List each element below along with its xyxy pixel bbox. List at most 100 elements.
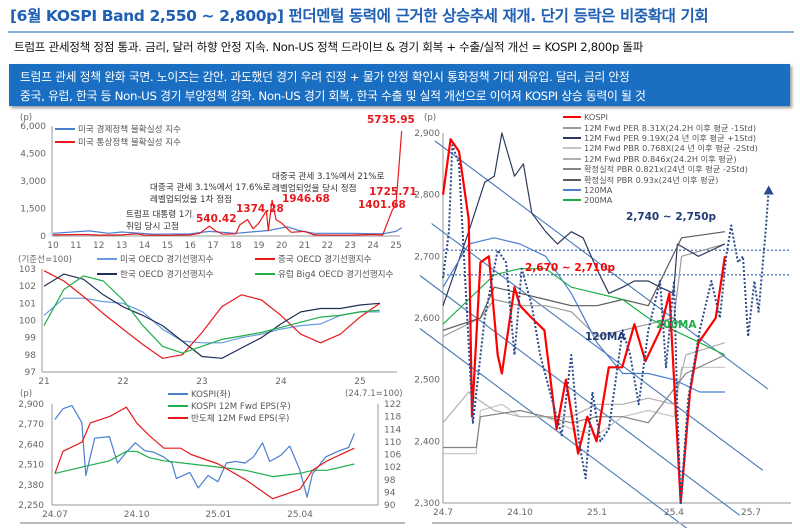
- chart4-unit: (p): [424, 113, 437, 123]
- y-tick-label: 2,770: [18, 420, 44, 430]
- series-line: [43, 273, 380, 359]
- chart1-annotation: 대중국 관세 3.1%에서 21%로 레벨업되었을 당시 정점: [272, 172, 385, 194]
- series-line: [442, 231, 725, 331]
- x-tick-label: 12: [93, 241, 104, 251]
- chart2-legend-item: 중국 OECD 경기선행지수: [255, 253, 372, 265]
- chart4-120ma-label: 120MA: [585, 331, 626, 343]
- y-tick-label: 2,600: [414, 314, 440, 324]
- y-tick-label: 4,500: [20, 150, 46, 160]
- chart4-legend-item: 200MA: [563, 195, 758, 205]
- arrowhead-icon: [763, 185, 774, 195]
- chart1-value-label: 1401.68: [358, 199, 406, 211]
- legend-label: 12M Fwd PBR 0.768X(24 년 이후 평균 -2Std): [584, 143, 758, 154]
- y-tick-label-right: 102: [384, 463, 401, 473]
- chart1-value-label: 1725.71: [369, 186, 417, 198]
- legend-swatch: [563, 188, 581, 191]
- legend-swatch: [563, 116, 581, 119]
- x-tick-label: 25.1: [587, 508, 607, 518]
- x-tick-label: 24.07: [42, 510, 68, 520]
- y-tick-label: 2,800: [414, 191, 440, 201]
- legend-swatch: [563, 126, 581, 129]
- y-tick-label: 101: [19, 299, 36, 309]
- page-title: [6월 KOSPI Band 2,550 ~ 2,800p] 펀더멘털 동력에 …: [10, 7, 709, 25]
- chart4-legend-item: 확정실적 PBR 0.821x(24년 이후 평균 -2Std): [563, 164, 758, 174]
- y-tick-label: 2,900: [414, 129, 440, 139]
- y-tick-label: 99: [25, 334, 37, 344]
- x-tick-label: 14: [139, 241, 151, 251]
- legend-label: 12M Fwd PER 9.19X(24 년 이후 평균 +1Std): [584, 132, 757, 143]
- chart4-legend-item: 12M Fwd PER 9.19X(24 년 이후 평균 +1Std): [563, 133, 758, 143]
- chart3-unit-right: (24.7.1=100): [345, 389, 403, 399]
- chart3-legend-item: KOSPI 12M Fwd EPS(우): [168, 400, 291, 412]
- x-tick-label: 17: [207, 241, 218, 251]
- y-tick-label: 2,700: [414, 252, 440, 262]
- legend-label: 확정실적 PBR 0.821x(24년 이후 평균 -2Std): [584, 164, 748, 175]
- channel-line: [419, 328, 688, 528]
- y-tick-label-right: 122: [384, 400, 401, 410]
- y-tick-label: 100: [19, 317, 36, 327]
- x-tick-label: 22: [117, 377, 128, 387]
- channel-line: [431, 223, 764, 471]
- x-tick-label: 25: [354, 377, 365, 387]
- legend-label: 확정실적 PBR 0.93x(24년 이후 평균): [584, 174, 719, 185]
- forecast-dotted-path: [442, 144, 770, 504]
- chart1-annotation: 대중국 관세 3.1%에서 17.6%로 레벨업되었을 1차 정점: [150, 183, 271, 205]
- y-tick-label: 2,640: [18, 440, 44, 450]
- x-tick-label: 24: [275, 377, 287, 387]
- chart1-value-label: 1946.68: [282, 193, 330, 205]
- chart3-legend-item: 반도체 12M Fwd EPS(우): [168, 412, 289, 424]
- y-tick-label-right: 118: [384, 413, 401, 423]
- x-tick-label: 25.4: [664, 508, 684, 518]
- y-tick-label: 102: [19, 282, 36, 292]
- y-tick-label: 2,250: [18, 501, 44, 511]
- summary-line-1: 트럼프 관세 정책 완화 국면. 노이즈는 감안. 과도했던 경기 우려 진정 …: [20, 70, 630, 84]
- chart4-legend-item: 확정실적 PBR 0.93x(24년 이후 평균): [563, 174, 758, 185]
- chart2-unit: (기준선=100): [18, 255, 73, 265]
- x-tick-label: 24.10: [507, 508, 533, 518]
- x-tick-label: 23: [345, 241, 356, 251]
- page-subtitle: 트럼프 관세정책 정점 통과. 금리, 달러 하향 안정 지속. Non-US …: [14, 40, 644, 54]
- series-line: [443, 366, 725, 455]
- series-line: [443, 354, 726, 449]
- x-tick-label: 24.7: [433, 508, 453, 518]
- chart3-unit: (p): [20, 389, 33, 399]
- legend-swatch: [563, 199, 581, 202]
- series-line: [52, 130, 403, 236]
- y-tick-label-right: 110: [384, 438, 401, 448]
- y-tick-label-right: 106: [384, 451, 401, 461]
- series-line: [43, 270, 381, 359]
- x-tick-label: 11: [70, 241, 81, 251]
- legend-swatch: [563, 157, 581, 160]
- divider: [20, 522, 405, 524]
- channel-line: [434, 140, 769, 390]
- y-tick-label: 2,500: [414, 376, 440, 386]
- series-line: [54, 450, 355, 478]
- y-tick-label-right: 98: [384, 476, 396, 486]
- y-tick-label: 2,510: [18, 461, 44, 471]
- x-tick-label: 20: [276, 241, 288, 251]
- x-tick-label: 25.7: [741, 508, 761, 518]
- x-tick-label: 25: [390, 241, 401, 251]
- y-tick-label: 2,900: [18, 400, 44, 410]
- chart3-legend-item: KOSPI(좌): [168, 388, 231, 400]
- chart4-legend-item: 12M Fwd PBR 0.768X(24 년 이후 평균 -2Std): [563, 143, 758, 153]
- legend-swatch: [563, 147, 581, 150]
- series-line: [442, 132, 726, 306]
- x-tick-label: 19: [253, 241, 265, 251]
- x-tick-label: 10: [47, 241, 59, 251]
- series-line: [441, 138, 726, 505]
- x-tick-label: 22: [322, 241, 333, 251]
- y-tick-label: 1,500: [20, 205, 46, 215]
- chart1-legend-item: 미국 통상정책 불확실성 지수: [55, 136, 181, 148]
- y-tick-label: 2,380: [18, 481, 44, 491]
- x-tick-label: 24.10: [124, 510, 150, 520]
- x-tick-label: 25.01: [205, 510, 231, 520]
- summary-box: 트럼프 관세 정책 완화 국면. 노이즈는 감안. 과도했던 경기 우려 진정 …: [9, 64, 790, 106]
- y-tick-label-right: 90: [384, 501, 396, 511]
- x-tick-label: 21: [38, 377, 49, 387]
- chart4-legend-item: KOSPI: [563, 112, 758, 122]
- chart4-200ma-label: 200MA: [656, 319, 697, 331]
- chart2-legend-item: 유럽 Big4 OECD 경기선행지수: [255, 268, 393, 280]
- x-tick-label: 24: [367, 241, 379, 251]
